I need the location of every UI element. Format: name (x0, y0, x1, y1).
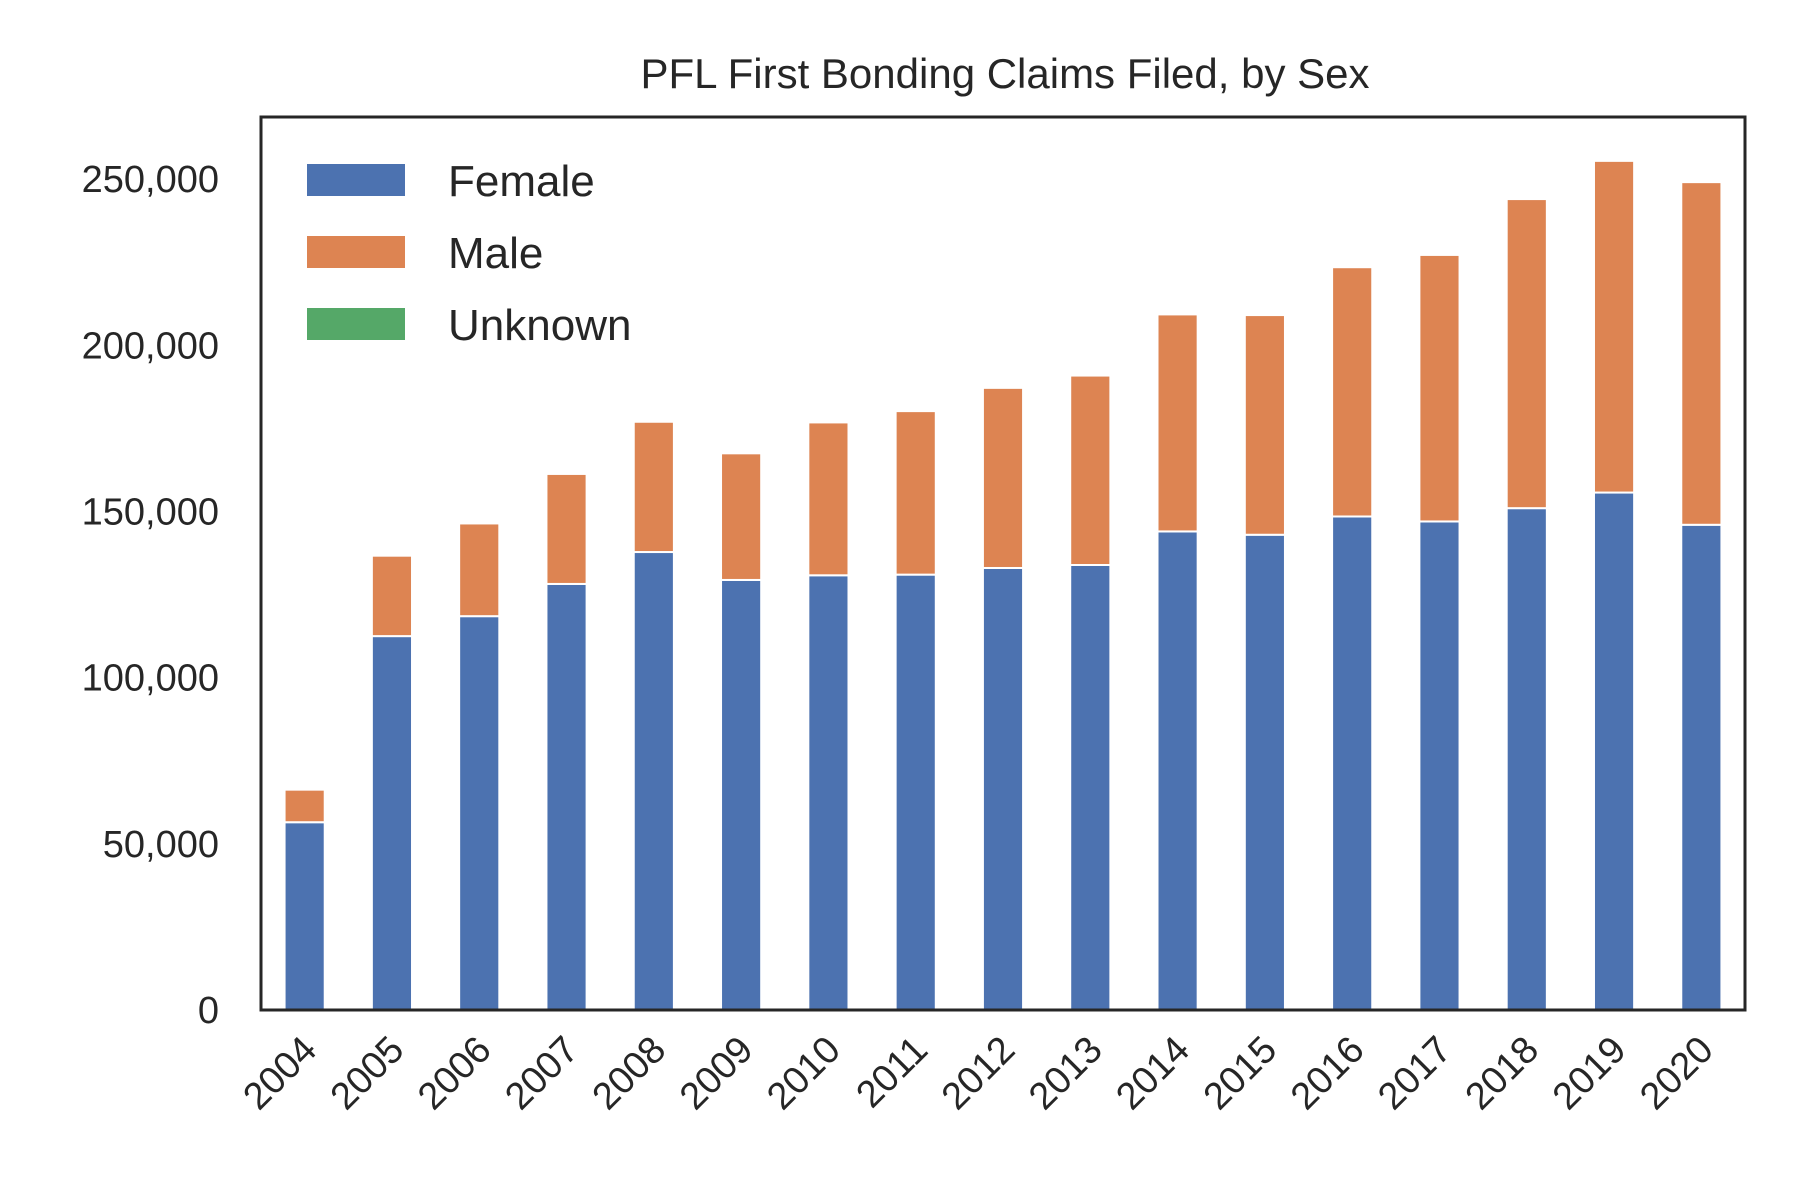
bar-male-2011 (894, 410, 937, 576)
bar-male-2012 (981, 386, 1025, 569)
x-tick-label: 2012 (934, 1029, 1023, 1118)
bar-female-2013 (1069, 563, 1112, 1011)
bar-male-2009 (720, 452, 763, 581)
x-tick-label: 2015 (1196, 1029, 1285, 1118)
bar-female-2008 (632, 551, 675, 1011)
bar-male-2020 (1680, 181, 1723, 526)
bar-female-2015 (1243, 533, 1286, 1011)
bar-female-2014 (1156, 530, 1199, 1011)
x-tick-label: 2018 (1458, 1029, 1547, 1118)
y-tick-label: 150,000 (82, 491, 219, 533)
x-tick-label: 2013 (1021, 1029, 1110, 1118)
bar-male-2010 (807, 421, 850, 577)
bar-male-2015 (1243, 314, 1286, 536)
x-tick-label: 2019 (1545, 1029, 1634, 1118)
bar-female-2009 (720, 578, 763, 1011)
bar-female-2007 (545, 582, 588, 1011)
bar-male-2006 (458, 522, 501, 618)
bar-male-2013 (1069, 374, 1112, 566)
bar-female-2012 (981, 566, 1025, 1011)
bar-female-2010 (807, 574, 850, 1011)
bar-male-2014 (1156, 313, 1199, 533)
bar-female-2019 (1592, 491, 1636, 1011)
legend-label-male: Male (448, 229, 543, 278)
legend-swatch-unknown (307, 308, 405, 340)
x-tick-label: 2014 (1108, 1029, 1197, 1118)
bar-male-2017 (1418, 253, 1461, 523)
bar-female-2016 (1331, 515, 1374, 1011)
x-tick-label: 2005 (323, 1029, 412, 1118)
x-tick-label: 2008 (585, 1029, 674, 1118)
plot-frame (259, 115, 1747, 1012)
x-tick-label: 2006 (410, 1029, 499, 1118)
bar-female-2011 (894, 573, 937, 1011)
y-axis: 0 50,000 100,000 150,000 200,000 250,000 (82, 159, 219, 1032)
bar-male-2008 (632, 420, 675, 554)
x-tick-label: 2011 (849, 1029, 936, 1116)
bar-female-2005 (370, 635, 414, 1012)
bar-male-2005 (370, 554, 414, 638)
legend: Female Male Unknown (307, 157, 631, 350)
bar-male-2019 (1592, 159, 1636, 494)
legend-swatch-female (307, 164, 405, 196)
bars-group (283, 159, 1723, 1012)
x-tick-label: 2007 (497, 1029, 586, 1118)
x-tick-label: 2009 (672, 1029, 761, 1118)
y-tick-label: 200,000 (82, 325, 219, 367)
x-tick-label: 2017 (1370, 1029, 1459, 1118)
y-tick-label: 0 (198, 990, 219, 1032)
y-tick-label: 50,000 (103, 824, 219, 866)
x-tick-label: 2010 (759, 1029, 848, 1118)
bar-male-2018 (1505, 198, 1548, 510)
legend-label-unknown: Unknown (448, 301, 631, 350)
x-tick-label: 2016 (1283, 1029, 1372, 1118)
bar-male-2007 (545, 472, 588, 585)
y-tick-label: 100,000 (82, 658, 219, 700)
x-tick-label: 2004 (236, 1029, 325, 1118)
bar-male-2004 (283, 788, 326, 824)
bar-female-2017 (1418, 520, 1461, 1011)
x-tick-label: 2020 (1632, 1029, 1721, 1118)
bar-female-2020 (1680, 523, 1723, 1011)
legend-swatch-male (307, 236, 405, 268)
bar-male-2016 (1331, 266, 1374, 518)
chart-title: PFL First Bonding Claims Filed, by Sex (640, 50, 1369, 97)
bar-female-2004 (283, 821, 326, 1012)
legend-label-female: Female (448, 157, 595, 206)
y-tick-label: 250,000 (82, 159, 219, 201)
bar-female-2018 (1505, 507, 1548, 1011)
bar-female-2006 (458, 615, 501, 1011)
